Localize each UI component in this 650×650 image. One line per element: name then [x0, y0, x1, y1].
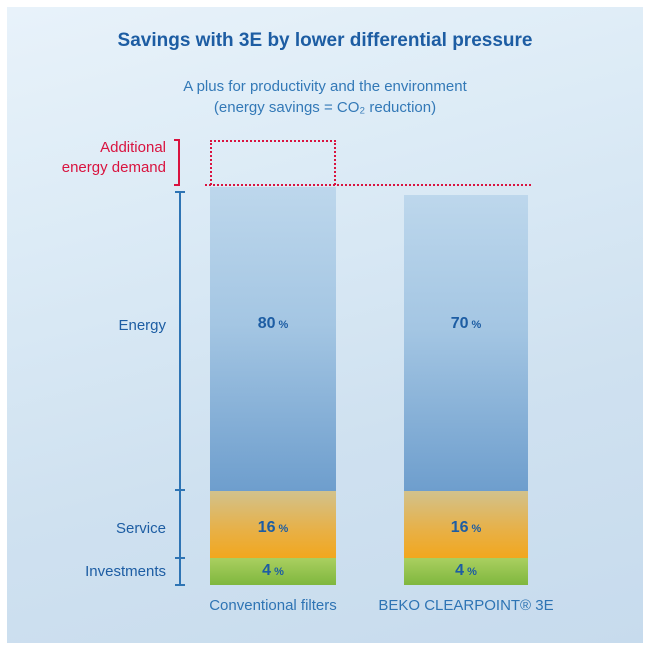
- bar-beko-investments-segment: [404, 558, 528, 585]
- value-number: 4: [455, 562, 465, 579]
- bar-beko-service-segment: [404, 491, 528, 558]
- value-number: 4: [262, 562, 272, 579]
- percent-sign: %: [278, 319, 289, 331]
- value-conventional-energy: 80%: [210, 315, 336, 333]
- value-beko-service: 16%: [404, 519, 528, 537]
- percent-sign: %: [278, 523, 289, 535]
- additional-energy-demand-label: Additional energy demand: [20, 138, 166, 178]
- axis-label-energy: Energy: [118, 317, 166, 334]
- axis-tick-bottom: [175, 584, 185, 586]
- value-number: 16: [450, 519, 469, 536]
- value-number: 70: [450, 315, 469, 332]
- bar-conventional-investments-segment: [210, 558, 336, 585]
- additional-demand-bracket: [174, 139, 180, 186]
- percent-sign: %: [467, 566, 477, 578]
- value-number: 80: [257, 315, 276, 332]
- axis-label-investments: Investments: [85, 563, 166, 580]
- value-number: 16: [257, 519, 276, 536]
- axis-tick-top: [175, 191, 185, 193]
- bar-beko-energy-segment: [404, 195, 528, 491]
- value-axis-line: [179, 191, 181, 585]
- axis-label-service: Service: [115, 520, 166, 537]
- bar-caption-conventional: Conventional filters: [209, 597, 337, 614]
- axis-tick-service: [175, 489, 185, 491]
- bar-caption-beko: BEKO CLEARPOINT® 3E: [378, 597, 554, 614]
- value-conventional-investments: 4%: [210, 562, 336, 580]
- percent-sign: %: [471, 523, 482, 535]
- value-conventional-service: 16%: [210, 519, 336, 537]
- savings-baseline-dotted-line: [205, 184, 531, 186]
- chart-subtitle-line2: (energy savings = CO₂ reduction): [213, 99, 437, 116]
- chart-title: Savings with 3E by lower differential pr…: [117, 30, 533, 51]
- additional-label-line2: energy demand: [61, 159, 166, 176]
- value-beko-energy: 70%: [404, 315, 528, 333]
- bar-conventional-service-segment: [210, 491, 336, 558]
- percent-sign: %: [274, 566, 284, 578]
- additional-demand-dotted-box: [210, 140, 336, 185]
- chart-subtitle-line1: A plus for productivity and the environm…: [183, 78, 467, 95]
- value-beko-investments: 4%: [404, 562, 528, 580]
- percent-sign: %: [471, 319, 482, 331]
- additional-label-line1: Additional: [100, 139, 166, 156]
- bar-conventional-energy-segment: [210, 187, 336, 491]
- axis-tick-investments: [175, 557, 185, 559]
